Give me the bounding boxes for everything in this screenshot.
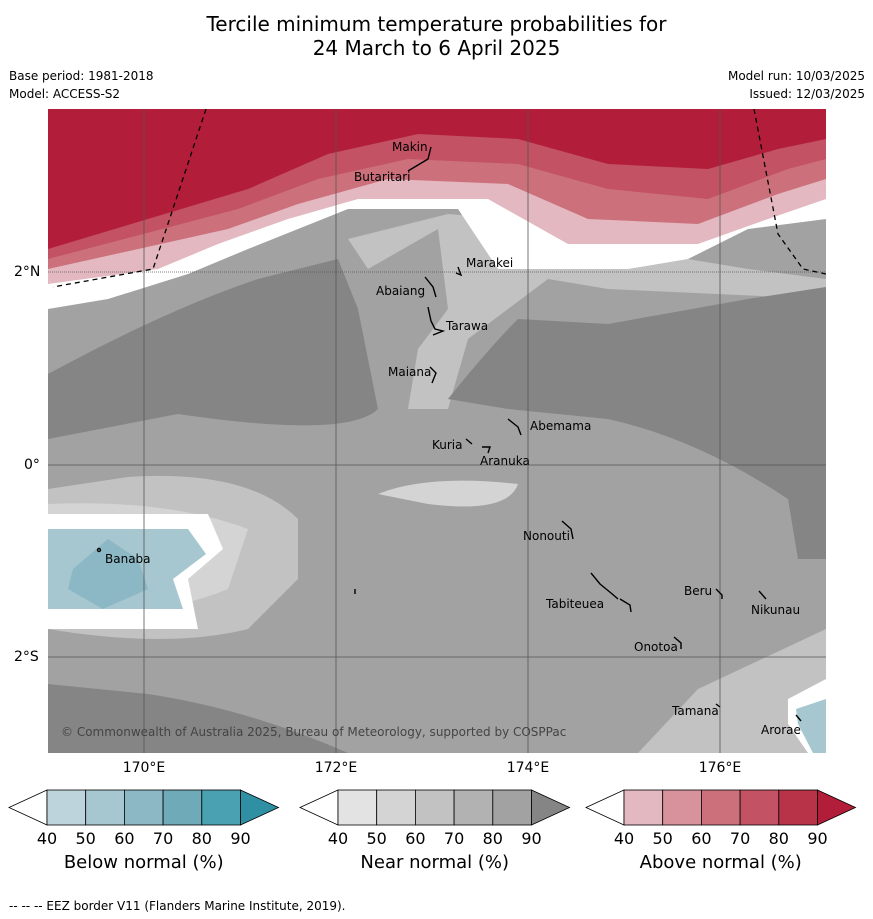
above-normal-80-region [48,109,826,249]
lon-label-170e: 170°E [122,760,166,776]
colorbar-below-tick: 50 [75,829,96,848]
colorbar-below-segment [162,789,203,826]
near-normal-70-west [48,259,378,439]
colorbar-below-title: Below normal (%) [63,852,224,873]
near-normal-light-patch [378,480,518,507]
near-normal-70-east [448,287,826,559]
colorbar-near-tick: 50 [366,829,387,848]
place-label-banaba: Banaba [105,552,151,566]
colorbar-near-tick: 90 [521,829,542,848]
eez-footnote: -- -- -- EEZ border V11 (Flanders Marine… [9,899,346,913]
place-label-butaritari: Butaritari [354,170,411,184]
meta-right: Model run: 10/03/2025 Issued: 12/03/2025 [728,67,865,103]
place-label-kuria: Kuria [432,438,463,452]
colorbar-below-segment [46,789,87,826]
colorbar-above-low-extend [585,789,625,826]
base-period: Base period: 1981-2018 [9,69,154,83]
place-label-abemama: Abemama [530,419,591,433]
title-line-1: Tercile minimum temperature probabilitie… [206,12,667,36]
title-line-2: 24 March to 6 April 2025 [312,36,561,60]
colorbar-near-segment [492,789,532,826]
place-label-arorae: Arorae [761,723,801,737]
below-normal-50-southeast [796,699,826,753]
place-label-tamana: Tamana [671,704,719,718]
colorbars [8,789,857,826]
near-normal-70-south [48,684,348,753]
colorbar-below-tick: 90 [230,829,251,848]
lon-label-172e: 172°E [314,760,358,776]
colorbar-above-title: Above normal (%) [639,852,802,873]
colorbar-near-segment [414,789,455,826]
issued-date: Issued: 12/03/2025 [749,87,865,101]
lon-label-176e: 176°E [698,760,742,776]
colorbar-above-tick: 90 [807,829,828,848]
place-label-marakei: Marakei [466,256,513,270]
colorbar-near-segment [337,789,378,826]
below-normal-60-region [68,539,148,609]
colorbar-above-segment [623,789,664,826]
colorbar-below-segment [85,789,125,826]
copyright-notice: © Commonwealth of Australia 2025, Bureau… [61,725,566,739]
near-normal-central-region [348,214,826,409]
model-run: Model run: 10/03/2025 [727,69,865,83]
model-name: Model: ACCESS-S2 [9,87,121,101]
place-label-nonouti: Nonouti [523,529,570,543]
colorbar-above-tick: 80 [768,829,789,848]
colorbar-near-tick: 60 [405,829,426,848]
colorbar-near-segment [376,789,416,826]
near-normal-southeast-region [638,629,826,753]
lat-label-2s: 2°S [14,649,39,665]
gridlines [48,109,826,753]
colorbar-below-high-extend [240,789,280,826]
colorbar-below-tick: 40 [36,829,58,848]
colorbar-below-tick: 70 [152,829,174,848]
colorbar-above-tick: 50 [652,829,673,848]
colorbar-above-segment [701,789,741,826]
colorbar-above-segment [739,789,780,826]
colorbar-below-tick: 60 [114,829,135,848]
place-label-beru: Beru [684,584,712,598]
colorbar-above-tick: 60 [691,829,712,848]
islands [96,146,802,722]
place-label-nikunau: Nikunau [751,603,800,617]
colorbar-near-segment [453,789,494,826]
colorbar-near-tick: 70 [443,829,465,848]
colorbar-below-segment [124,789,164,826]
place-label-onotoa: Onotoa [634,640,678,654]
place-label-maiana: Maiana [388,365,431,379]
colorbar-below-low-extend [8,789,48,826]
colorbar-near-tick: 80 [482,829,503,848]
colorbar-above-segment [778,789,818,826]
place-label-aranuka: Aranuka [480,454,530,468]
colorbar-above-segment [662,789,702,826]
colorbar-below-segment [201,789,241,826]
lon-label-174e: 174°E [506,760,550,776]
colorbar-above-tick: 40 [613,829,635,848]
eez-border [52,109,826,288]
place-label-tabiteuea: Tabiteuea [545,597,604,611]
chart-title: Tercile minimum temperature probabilitie… [0,12,873,60]
lat-label-2n: 2°N [14,264,41,280]
colorbar-above-tick: 70 [729,829,751,848]
lat-label-0: 0° [24,457,40,473]
colorbar-near-tick: 40 [327,829,349,848]
colorbar-near-high-extend [531,789,571,826]
place-label-abaiang: Abaiang [376,284,425,298]
place-label-tarawa: Tarawa [445,319,488,333]
colorbar-below-tick: 80 [191,829,212,848]
colorbar-near-title: Near normal (%) [360,852,510,873]
colorbar-near-low-extend [299,789,339,826]
place-label-makin: Makin [392,140,428,154]
colorbar-above-high-extend [817,789,857,826]
meta-left: Base period: 1981-2018 Model: ACCESS-S2 [9,67,154,103]
map-panel: Makin Butaritari Marakei Abaiang Tarawa … [48,109,826,753]
